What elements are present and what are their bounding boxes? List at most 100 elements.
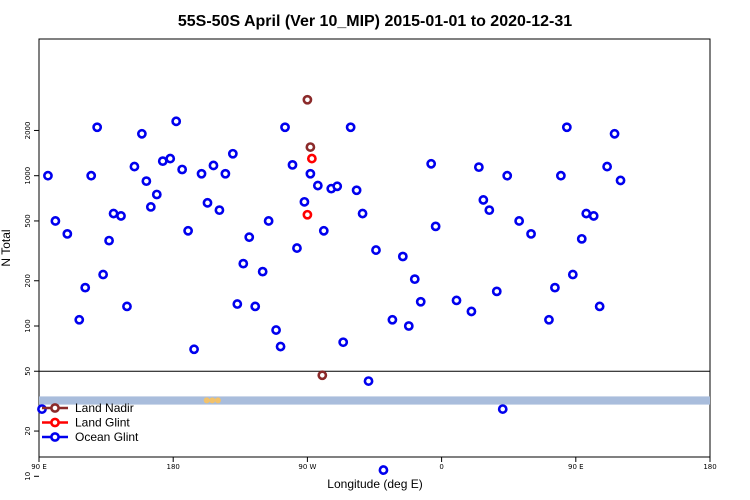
point-ocean-glint xyxy=(484,205,495,216)
point-ocean-glint xyxy=(86,170,97,181)
x-tick-label: 180 xyxy=(167,463,180,471)
point-ocean-glint xyxy=(426,158,437,169)
point-ocean-glint xyxy=(478,195,489,205)
point-ocean-glint xyxy=(502,170,513,181)
point-ocean-glint xyxy=(451,295,462,306)
point-ocean-glint xyxy=(196,168,207,179)
x-tick-label: 0 xyxy=(439,463,443,471)
point-ocean-glint xyxy=(567,269,578,280)
point-ocean-glint xyxy=(609,128,620,139)
point-ocean-glint xyxy=(189,344,199,355)
y-tick-label: 100 xyxy=(24,319,32,332)
point-ocean-glint xyxy=(550,282,560,293)
x-tick-label: 180 xyxy=(703,463,716,471)
point-ocean-glint xyxy=(220,168,231,179)
point-ocean-glint xyxy=(227,148,238,159)
point-ocean-glint xyxy=(271,325,281,335)
point-ocean-glint xyxy=(280,122,290,133)
data-points xyxy=(37,94,626,475)
point-land-nadir xyxy=(317,370,328,381)
point-ocean-glint xyxy=(108,208,119,219)
point-ocean-glint xyxy=(214,205,225,216)
point-ocean-glint xyxy=(491,286,502,297)
point-ocean-glint xyxy=(165,153,176,164)
point-ocean-glint xyxy=(466,306,477,317)
point-ocean-glint xyxy=(257,266,268,277)
y-tick-label: 1000 xyxy=(24,167,32,185)
point-ocean-glint xyxy=(415,296,426,307)
point-ocean-glint xyxy=(43,170,53,181)
chart-title: 55S-50S April (Ver 10_MIP) 2015-01-01 to… xyxy=(178,13,572,30)
point-ocean-glint xyxy=(202,197,213,208)
point-ocean-glint xyxy=(177,164,188,175)
legend-marker xyxy=(50,417,60,428)
x-axis: 90 E 180 90 W 0 90 E 180 xyxy=(31,457,717,471)
point-ocean-glint xyxy=(473,162,484,173)
legend-label: Land Glint xyxy=(75,416,130,430)
point-ocean-glint xyxy=(80,282,91,293)
legend-label: Ocean Glint xyxy=(75,430,139,444)
point-ocean-glint xyxy=(345,122,356,133)
point-ocean-glint xyxy=(514,216,525,226)
point-ocean-glint xyxy=(183,225,194,236)
point-ocean-glint xyxy=(287,159,298,170)
point-ocean-glint xyxy=(409,274,420,285)
point-ocean-glint xyxy=(92,122,103,133)
point-ocean-glint xyxy=(318,225,329,236)
point-ocean-glint xyxy=(171,116,182,127)
point-ocean-glint xyxy=(62,228,73,239)
point-ocean-glint xyxy=(238,258,249,269)
point-ocean-glint xyxy=(497,404,508,414)
point-ocean-glint xyxy=(305,168,316,179)
point-ocean-glint xyxy=(581,208,592,219)
point-land-glint xyxy=(306,153,317,164)
band-mark xyxy=(203,397,210,404)
x-tick-label: 90 W xyxy=(298,463,316,471)
y-tick-label: 2000 xyxy=(24,122,32,140)
point-ocean-glint xyxy=(104,235,114,246)
point-ocean-glint xyxy=(74,314,85,325)
point-ocean-glint xyxy=(387,314,398,325)
land-marks-near-band xyxy=(203,397,221,404)
point-ocean-glint xyxy=(263,216,274,226)
point-ocean-glint xyxy=(403,321,414,331)
point-ocean-glint xyxy=(275,341,286,352)
y-tick-label: 500 xyxy=(24,214,32,227)
point-ocean-glint xyxy=(561,122,572,133)
point-ocean-glint xyxy=(151,189,162,200)
y-tick-label: 200 xyxy=(24,274,32,287)
point-land-glint xyxy=(302,209,313,220)
point-ocean-glint xyxy=(526,228,536,239)
point-ocean-glint xyxy=(363,376,374,386)
point-land-nadir xyxy=(302,94,313,105)
point-ocean-glint xyxy=(588,211,599,221)
point-ocean-glint xyxy=(122,301,132,312)
point-ocean-glint xyxy=(98,269,109,280)
point-ocean-glint xyxy=(602,161,613,172)
point-ocean-glint xyxy=(299,196,310,207)
point-ocean-glint xyxy=(116,211,126,221)
point-ocean-glint xyxy=(351,185,362,196)
y-axis: 10 20 50 100 200 500 1000 2000 xyxy=(24,122,39,481)
plot-frame xyxy=(38,38,711,458)
point-ocean-glint xyxy=(232,299,243,309)
band-mark xyxy=(209,397,216,404)
x-tick-label: 90 E xyxy=(31,463,47,471)
point-ocean-glint xyxy=(397,251,408,262)
point-ocean-glint xyxy=(208,160,219,171)
point-ocean-glint xyxy=(312,180,323,191)
point-ocean-glint xyxy=(157,156,168,167)
point-ocean-glint xyxy=(250,301,261,312)
point-ocean-glint xyxy=(244,232,255,243)
point-ocean-glint xyxy=(141,176,152,187)
band-mark xyxy=(214,397,221,404)
x-axis-label: Longitude (deg E) xyxy=(327,477,422,491)
point-ocean-glint xyxy=(371,245,381,255)
point-ocean-glint xyxy=(357,208,368,219)
y-tick-label: 20 xyxy=(24,427,32,436)
legend-label: Land Nadir xyxy=(75,401,134,415)
point-ocean-glint xyxy=(292,243,302,253)
y-tick-label: 50 xyxy=(24,367,32,376)
point-ocean-glint xyxy=(145,202,156,212)
